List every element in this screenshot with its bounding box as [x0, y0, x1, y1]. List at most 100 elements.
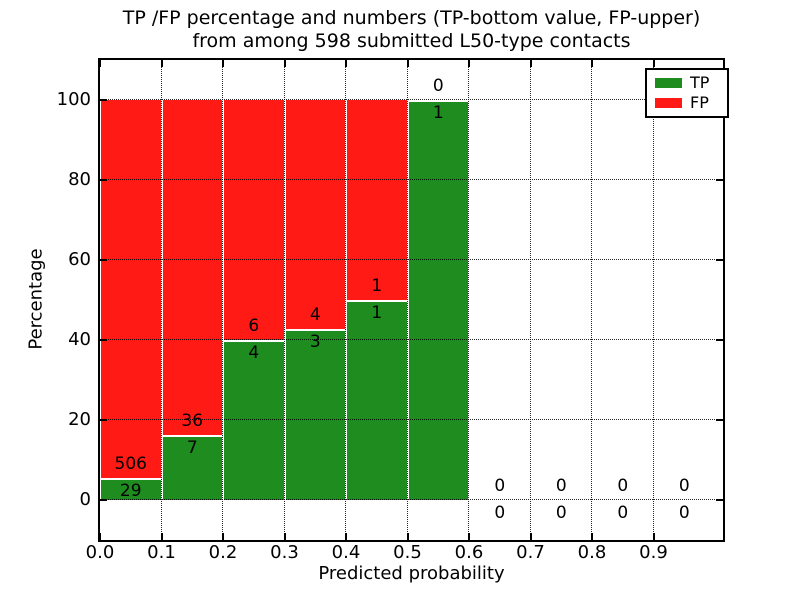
chart-title-line-1: TP /FP percentage and numbers (TP-bottom…	[122, 7, 701, 29]
fp-count-label: 4	[309, 304, 321, 325]
legend-entry-tp: TP	[647, 75, 727, 91]
tp-count-label: 1	[371, 303, 383, 323]
x-tick-mark-top	[222, 60, 224, 67]
x-tick-mark-bottom	[591, 533, 593, 540]
x-gridline	[160, 60, 162, 540]
bar-fp-segment	[100, 100, 162, 479]
x-tick-mark-bottom	[468, 533, 470, 540]
y-tick-label: 40	[68, 329, 91, 350]
x-tick-mark-top	[468, 60, 470, 67]
y-tick-mark-left	[100, 419, 107, 421]
x-tick-mark-bottom	[345, 533, 347, 540]
y-gridline	[100, 259, 723, 260]
x-gridline	[345, 60, 346, 540]
y-tick-mark-left	[100, 99, 107, 101]
y-gridline	[100, 339, 723, 340]
y-tick-mark-right	[716, 259, 723, 261]
tp-count-label: 0	[678, 503, 690, 523]
bar-tp-segment	[407, 100, 469, 500]
x-gridline	[283, 60, 285, 540]
y-tick-label: 0	[79, 489, 91, 510]
y-tick-label: 20	[68, 409, 91, 430]
x-tick-label: 0.8	[577, 542, 607, 563]
x-tick-mark-top	[652, 60, 655, 67]
fp-count-label: 36	[181, 410, 204, 431]
y-tick-mark-left	[100, 179, 107, 181]
tp-count-label: 4	[248, 343, 260, 363]
x-tick-mark-bottom	[99, 533, 101, 540]
y-gridline	[100, 179, 723, 180]
y-tick-mark-right	[716, 499, 723, 501]
tp-count-label: 7	[186, 437, 198, 458]
x-gridline	[468, 60, 469, 540]
x-tick-label: 0.3	[270, 542, 299, 563]
x-tick-mark-bottom	[222, 533, 224, 540]
legend-entry-fp: FP	[647, 95, 727, 111]
y-tick-label: 80	[68, 169, 91, 190]
x-tick-mark-top	[591, 60, 593, 67]
tp-count-label: 3	[309, 331, 321, 352]
y-gridline	[100, 99, 723, 100]
x-tick-label: 0.0	[85, 542, 115, 563]
x-gridline	[222, 60, 223, 540]
y-tick-mark-left	[100, 499, 107, 501]
tp-count-label: 0	[494, 503, 506, 523]
x-tick-label: 0.4	[331, 542, 361, 563]
x-tick-mark-bottom	[283, 533, 286, 540]
legend-fp-label: FP	[690, 93, 709, 112]
x-gridline	[652, 60, 654, 540]
x-axis-label: Predicted probability	[318, 563, 505, 584]
x-tick-label: 0.2	[208, 542, 238, 563]
y-tick-mark-right	[716, 179, 723, 181]
legend-tp-label: TP	[690, 73, 710, 92]
tp-count-label: 0	[555, 503, 567, 523]
y-tick-mark-right	[716, 419, 723, 421]
fp-count-label: 0	[555, 476, 567, 496]
tp-count-label: 1	[432, 103, 444, 123]
y-tick-label: 60	[68, 249, 91, 270]
y-tick-mark-left	[100, 259, 107, 261]
x-tick-mark-bottom	[652, 533, 655, 540]
y-gridline	[100, 419, 723, 420]
fp-count-label: 0	[617, 476, 629, 496]
fp-count-label: 0	[678, 476, 690, 496]
fp-count-label: 0	[494, 476, 506, 496]
bar-fp-segment	[161, 100, 223, 435]
x-tick-mark-top	[283, 60, 286, 67]
chart-title-line-2: from among 598 submitted L50-type contac…	[192, 30, 631, 52]
bar-fp-segment	[223, 100, 285, 340]
x-tick-label: 0.7	[516, 542, 545, 563]
bar-tp-segment	[284, 328, 346, 500]
x-tick-mark-top	[345, 60, 347, 67]
tp-color-swatch-icon	[655, 78, 682, 88]
bar-fp-segment	[284, 100, 346, 329]
x-tick-mark-bottom	[529, 533, 532, 540]
bar-fp-segment	[346, 100, 408, 300]
x-gridline	[406, 60, 408, 540]
fp-count-label: 6	[248, 316, 260, 336]
x-gridline	[529, 60, 531, 540]
x-tick-label: 0.1	[147, 542, 176, 563]
bar-tp-segment	[346, 300, 408, 500]
y-gridline	[100, 499, 723, 500]
fp-count-label: 506	[114, 454, 147, 475]
legend-box: TP FP	[645, 68, 729, 118]
y-tick-label: 100	[56, 89, 91, 110]
x-tick-mark-top	[160, 60, 163, 67]
x-tick-label: 0.6	[454, 542, 484, 563]
y-tick-mark-right	[716, 339, 723, 341]
tp-count-label: 29	[119, 481, 142, 502]
fp-count-label: 0	[432, 76, 444, 96]
x-tick-label: 0.9	[639, 542, 668, 563]
x-tick-mark-bottom	[406, 533, 409, 540]
x-tick-mark-top	[99, 60, 101, 67]
x-tick-mark-bottom	[160, 533, 163, 540]
x-tick-mark-top	[406, 60, 409, 67]
tp-count-label: 0	[617, 503, 629, 523]
bar-tp-segment	[223, 340, 285, 500]
x-tick-label: 0.5	[393, 542, 422, 563]
fp-color-swatch-icon	[655, 98, 682, 108]
fp-count-label: 1	[371, 276, 383, 296]
x-tick-mark-top	[529, 60, 532, 67]
